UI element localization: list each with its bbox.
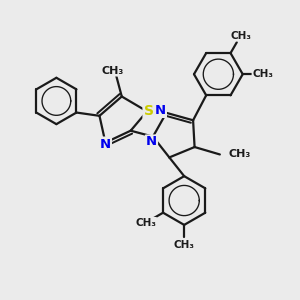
Text: N: N [146, 136, 157, 148]
Text: S: S [143, 104, 154, 118]
Text: CH₃: CH₃ [135, 218, 156, 228]
Text: CH₃: CH₃ [228, 149, 250, 160]
Text: N: N [155, 104, 166, 117]
Text: CH₃: CH₃ [252, 69, 273, 79]
Text: CH₃: CH₃ [230, 31, 251, 40]
Text: CH₃: CH₃ [174, 240, 195, 250]
Text: CH₃: CH₃ [101, 66, 123, 76]
Text: N: N [100, 138, 111, 151]
